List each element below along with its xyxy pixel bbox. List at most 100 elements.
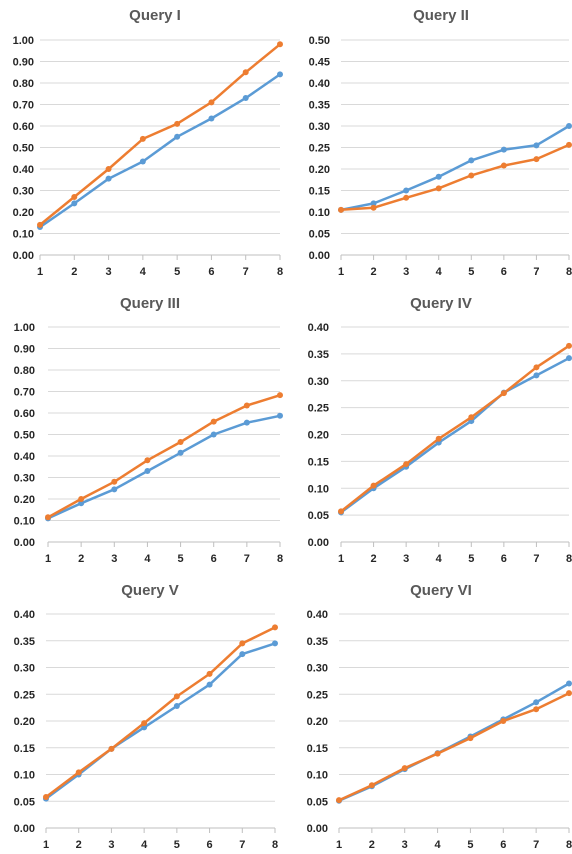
series-1-point	[71, 200, 78, 207]
series-2-point	[336, 797, 342, 804]
series-1-point	[139, 158, 146, 165]
x-tick-label: 3	[403, 266, 409, 278]
series-2-point	[177, 439, 184, 446]
series-line-2	[340, 344, 570, 513]
y-tick-label: 0.00	[13, 250, 34, 262]
y-tick-label: 0.30	[13, 186, 34, 198]
y-tick-label: 1.00	[13, 35, 34, 47]
series-1-point	[435, 173, 442, 180]
y-tick-label: 0.35	[14, 636, 35, 648]
series-2-point	[468, 414, 475, 421]
x-tick-label: 5	[174, 839, 180, 851]
series-2-point	[43, 793, 49, 800]
series-1-point	[242, 95, 249, 102]
series-2-point	[173, 693, 180, 700]
series-2-point	[277, 41, 283, 48]
series-2-point	[435, 185, 442, 192]
series-1-point	[111, 486, 118, 493]
y-tick-label: 0.30	[14, 473, 35, 485]
series-2-point	[277, 392, 283, 399]
x-tick-label: 5	[178, 553, 184, 565]
series-2-point	[272, 624, 278, 631]
series-1-point	[533, 142, 540, 149]
series-line-2	[47, 394, 281, 519]
series-2-point	[144, 457, 151, 464]
y-tick-label: 0.10	[14, 516, 35, 528]
y-tick-label: 1.00	[14, 322, 35, 334]
x-tick-label: 7	[533, 266, 539, 278]
x-tick-label: 8	[566, 266, 572, 278]
series-1-point	[206, 681, 213, 688]
y-tick-label: 0.40	[307, 609, 328, 621]
chart-5: Query V 0.00 0.05 0.10 0.15 0.20 0.25 0.30 0.35 0…	[14, 582, 278, 851]
y-tick-label: 0.20	[307, 716, 328, 728]
series-1-point	[277, 71, 283, 78]
series-1-point	[141, 724, 148, 731]
y-tick-label: 0.15	[308, 456, 329, 468]
y-tick-label: 0.80	[13, 78, 34, 90]
x-tick-label: 4	[140, 266, 147, 278]
y-tick-label: 0.80	[14, 365, 35, 377]
x-tick-label: 4	[144, 553, 151, 565]
x-tick-label: 3	[108, 839, 114, 851]
y-tick-label: 0.40	[309, 78, 330, 90]
series-1-point	[177, 449, 184, 456]
x-tick-label: 5	[468, 553, 474, 565]
y-tick-label: 0.10	[308, 483, 329, 495]
series-2-point	[468, 172, 475, 179]
y-tick-label: 0.05	[308, 510, 329, 522]
y-tick-label: 0.00	[308, 537, 329, 549]
y-tick-label: 0.35	[309, 100, 330, 112]
series-2-point	[78, 496, 85, 502]
series-1-point	[566, 123, 572, 129]
chart-title: Query V	[121, 582, 179, 599]
series-2-point	[467, 735, 474, 742]
x-tick-label: 1	[338, 266, 344, 278]
series-2-point	[500, 162, 507, 169]
x-tick-label: 4	[436, 553, 443, 565]
y-tick-label: 0.40	[13, 164, 34, 176]
y-tick-label: 0.30	[308, 376, 329, 388]
y-tick-label: 0.10	[309, 207, 330, 219]
series-2-point	[368, 782, 375, 789]
y-tick-label: 0.50	[13, 143, 34, 155]
x-tick-label: 1	[338, 553, 344, 565]
x-tick-label: 5	[467, 839, 473, 851]
y-tick-label: 0.00	[14, 537, 35, 549]
series-1-point	[468, 157, 475, 164]
y-tick-label: 0.25	[308, 403, 329, 415]
x-tick-label: 3	[402, 839, 408, 851]
x-tick-label: 3	[106, 266, 112, 278]
x-tick-label: 4	[141, 839, 148, 851]
y-tick-label: 0.15	[309, 186, 330, 198]
y-tick-label: 0.50	[309, 35, 330, 47]
x-tick-label: 8	[566, 839, 572, 851]
series-2-point	[105, 166, 112, 172]
series-1-point	[239, 651, 246, 658]
series-1-point	[566, 680, 572, 687]
y-tick-label: 0.70	[14, 387, 35, 399]
series-2-point	[242, 69, 249, 76]
series-1-point	[105, 175, 112, 182]
y-tick-label: 0.90	[13, 57, 34, 69]
x-tick-label: 1	[37, 266, 43, 278]
y-tick-label: 0.15	[307, 743, 328, 755]
y-tick-label: 0.10	[13, 229, 34, 241]
series-line-2	[39, 43, 281, 226]
y-tick-label: 0.30	[14, 663, 35, 675]
y-tick-label: 0.40	[14, 451, 35, 463]
x-tick-label: 2	[369, 839, 375, 851]
x-tick-label: 5	[174, 266, 180, 278]
x-tick-label: 7	[243, 266, 249, 278]
chart-title: Query IV	[410, 295, 472, 312]
series-1-point	[210, 431, 217, 438]
y-tick-label: 0.05	[14, 796, 35, 808]
y-tick-label: 0.40	[308, 322, 329, 334]
x-tick-label: 6	[501, 553, 507, 565]
chart-6: Query VI 0.00 0.05 0.10 0.15 0.20 0.25 0.30 0.35…	[307, 582, 572, 851]
series-2-point	[403, 461, 410, 468]
chart-4: Query IV 0.00 0.05 0.10 0.15 0.20 0.25 0.30 0.35…	[308, 295, 572, 565]
chart-title: Query III	[120, 295, 180, 312]
y-tick-label: 0.15	[14, 743, 35, 755]
y-tick-label: 0.00	[307, 823, 328, 835]
